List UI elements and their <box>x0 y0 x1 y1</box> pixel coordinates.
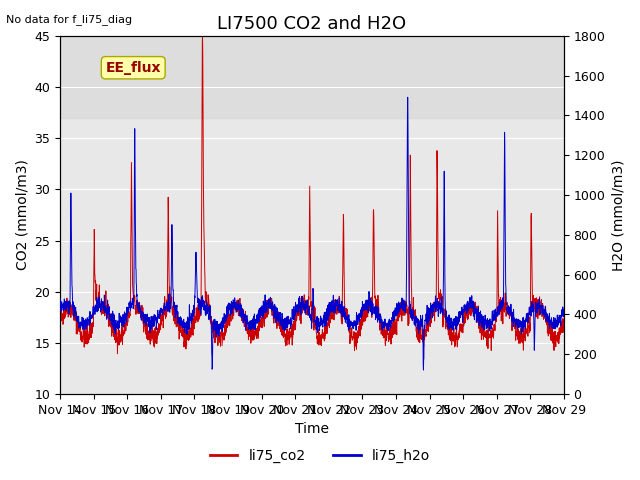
Text: EE_flux: EE_flux <box>106 61 161 75</box>
Y-axis label: CO2 (mmol/m3): CO2 (mmol/m3) <box>15 159 29 270</box>
Bar <box>60 36 564 118</box>
Y-axis label: H2O (mmol/m3): H2O (mmol/m3) <box>611 159 625 271</box>
Legend: li75_co2, li75_h2o: li75_co2, li75_h2o <box>204 443 436 468</box>
X-axis label: Time: Time <box>295 422 329 436</box>
Text: No data for f_li75_diag: No data for f_li75_diag <box>6 14 132 25</box>
Title: LI7500 CO2 and H2O: LI7500 CO2 and H2O <box>218 15 406 33</box>
